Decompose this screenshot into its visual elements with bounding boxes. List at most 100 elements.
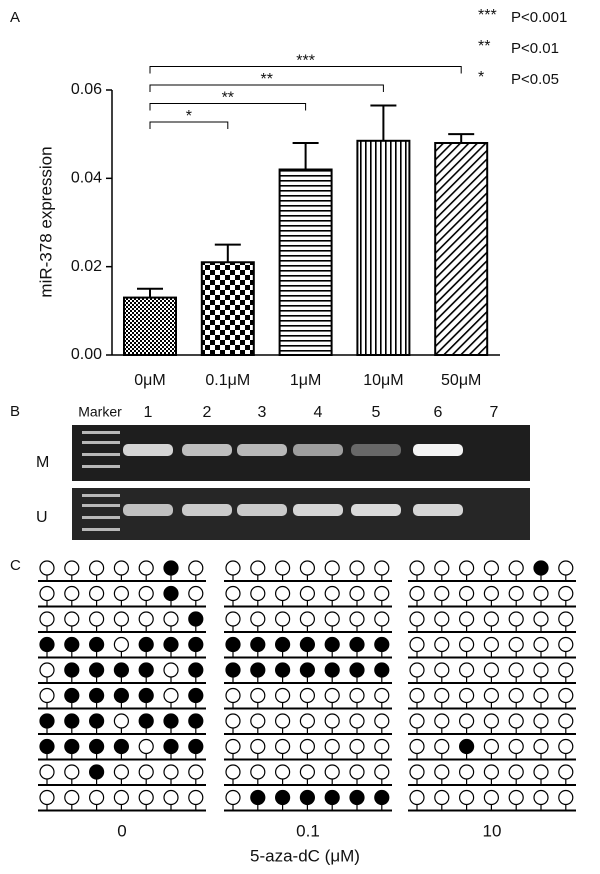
cpg-site bbox=[324, 687, 340, 704]
cpg-site bbox=[113, 662, 130, 678]
group-label: 10 bbox=[483, 821, 502, 840]
cpg-site bbox=[188, 662, 204, 678]
x-tick-label: 10μM bbox=[363, 372, 403, 389]
cpg-site bbox=[533, 687, 549, 704]
cpg-site bbox=[64, 636, 80, 653]
cpg-site bbox=[434, 713, 450, 729]
panel-label: C bbox=[10, 557, 21, 574]
cpg-site bbox=[113, 713, 130, 729]
cpg-site bbox=[163, 585, 179, 602]
panel-label: B bbox=[10, 403, 20, 420]
cpg-site bbox=[88, 585, 105, 602]
cpg-site bbox=[225, 764, 241, 780]
cpg-site bbox=[409, 611, 425, 627]
cpg-site bbox=[508, 687, 524, 704]
cpg-site bbox=[250, 789, 266, 806]
cpg-site bbox=[409, 764, 425, 780]
cpg-site bbox=[459, 662, 475, 678]
cpg-site bbox=[163, 560, 179, 576]
significance-bracket bbox=[149, 103, 307, 111]
lane-label: Marker bbox=[78, 404, 122, 420]
band bbox=[182, 504, 232, 516]
bar bbox=[356, 139, 411, 356]
lane-label: 2 bbox=[203, 404, 212, 421]
cpg-site bbox=[188, 636, 204, 653]
cpg-site bbox=[188, 764, 204, 780]
cpg-site bbox=[459, 636, 475, 653]
cpg-site bbox=[188, 687, 204, 704]
cpg-site bbox=[88, 687, 105, 704]
cpg-site bbox=[299, 585, 315, 602]
cpg-site bbox=[558, 789, 574, 806]
cpg-site bbox=[533, 611, 549, 627]
band bbox=[182, 444, 232, 456]
significance-bracket bbox=[149, 121, 229, 129]
cpg-site bbox=[275, 636, 291, 653]
cpg-site bbox=[349, 687, 365, 704]
cpg-site bbox=[163, 764, 179, 780]
cpg-site bbox=[374, 764, 390, 780]
cpg-site bbox=[250, 662, 266, 678]
cpg-site bbox=[558, 764, 574, 780]
cpg-site bbox=[188, 789, 204, 806]
cpg-site bbox=[250, 713, 266, 729]
cpg-site bbox=[225, 687, 241, 704]
cpg-site bbox=[533, 789, 549, 806]
cpg-site bbox=[459, 713, 475, 729]
band bbox=[237, 444, 287, 456]
cpg-site bbox=[324, 585, 340, 602]
significance-label: *** bbox=[296, 53, 315, 70]
cpg-site bbox=[64, 789, 80, 806]
cpg-site bbox=[533, 764, 549, 780]
cpg-site bbox=[39, 738, 55, 755]
key-stars: *** bbox=[478, 7, 497, 24]
cpg-site bbox=[64, 687, 80, 704]
key-text: P<0.05 bbox=[511, 71, 559, 88]
cpg-site bbox=[483, 713, 499, 729]
cpg-site bbox=[409, 687, 425, 704]
y-axis-label: miR-378 expression bbox=[36, 146, 55, 297]
cpg-site bbox=[250, 764, 266, 780]
cpg-site bbox=[88, 636, 105, 653]
cpg-site bbox=[188, 560, 204, 576]
cpg-site bbox=[299, 662, 315, 678]
cpg-site bbox=[349, 560, 365, 576]
cpg-site bbox=[275, 662, 291, 678]
y-tick-label: 0.00 bbox=[71, 346, 102, 363]
cpg-site bbox=[113, 585, 130, 602]
band bbox=[293, 444, 343, 456]
marker-band bbox=[82, 441, 120, 444]
row-label: M bbox=[36, 454, 49, 471]
cpg-site bbox=[508, 738, 524, 755]
cpg-site bbox=[324, 636, 340, 653]
cpg-site bbox=[225, 789, 241, 806]
cpg-site bbox=[558, 585, 574, 602]
lane-label: 5 bbox=[372, 404, 381, 421]
cpg-site bbox=[299, 687, 315, 704]
cpg-site bbox=[533, 636, 549, 653]
cpg-site bbox=[409, 662, 425, 678]
cpg-site bbox=[39, 764, 55, 780]
cpg-site bbox=[138, 687, 154, 704]
cpg-site bbox=[299, 764, 315, 780]
cpg-site bbox=[138, 764, 154, 780]
cpg-site bbox=[508, 611, 524, 627]
bar bbox=[123, 296, 177, 357]
cpg-site bbox=[508, 636, 524, 653]
cpg-site bbox=[533, 662, 549, 678]
cpg-site bbox=[88, 713, 105, 729]
cpg-site bbox=[434, 662, 450, 678]
cpg-site bbox=[64, 662, 80, 678]
cpg-site bbox=[349, 585, 365, 602]
cpg-site bbox=[459, 560, 475, 576]
cpg-site bbox=[349, 738, 365, 755]
cpg-site bbox=[64, 738, 80, 755]
cpg-site bbox=[39, 636, 55, 653]
cpg-site bbox=[558, 636, 574, 653]
cpg-site bbox=[483, 560, 499, 576]
band bbox=[293, 504, 343, 516]
cpg-site bbox=[533, 738, 549, 755]
cpg-site bbox=[483, 662, 499, 678]
cpg-site bbox=[275, 738, 291, 755]
